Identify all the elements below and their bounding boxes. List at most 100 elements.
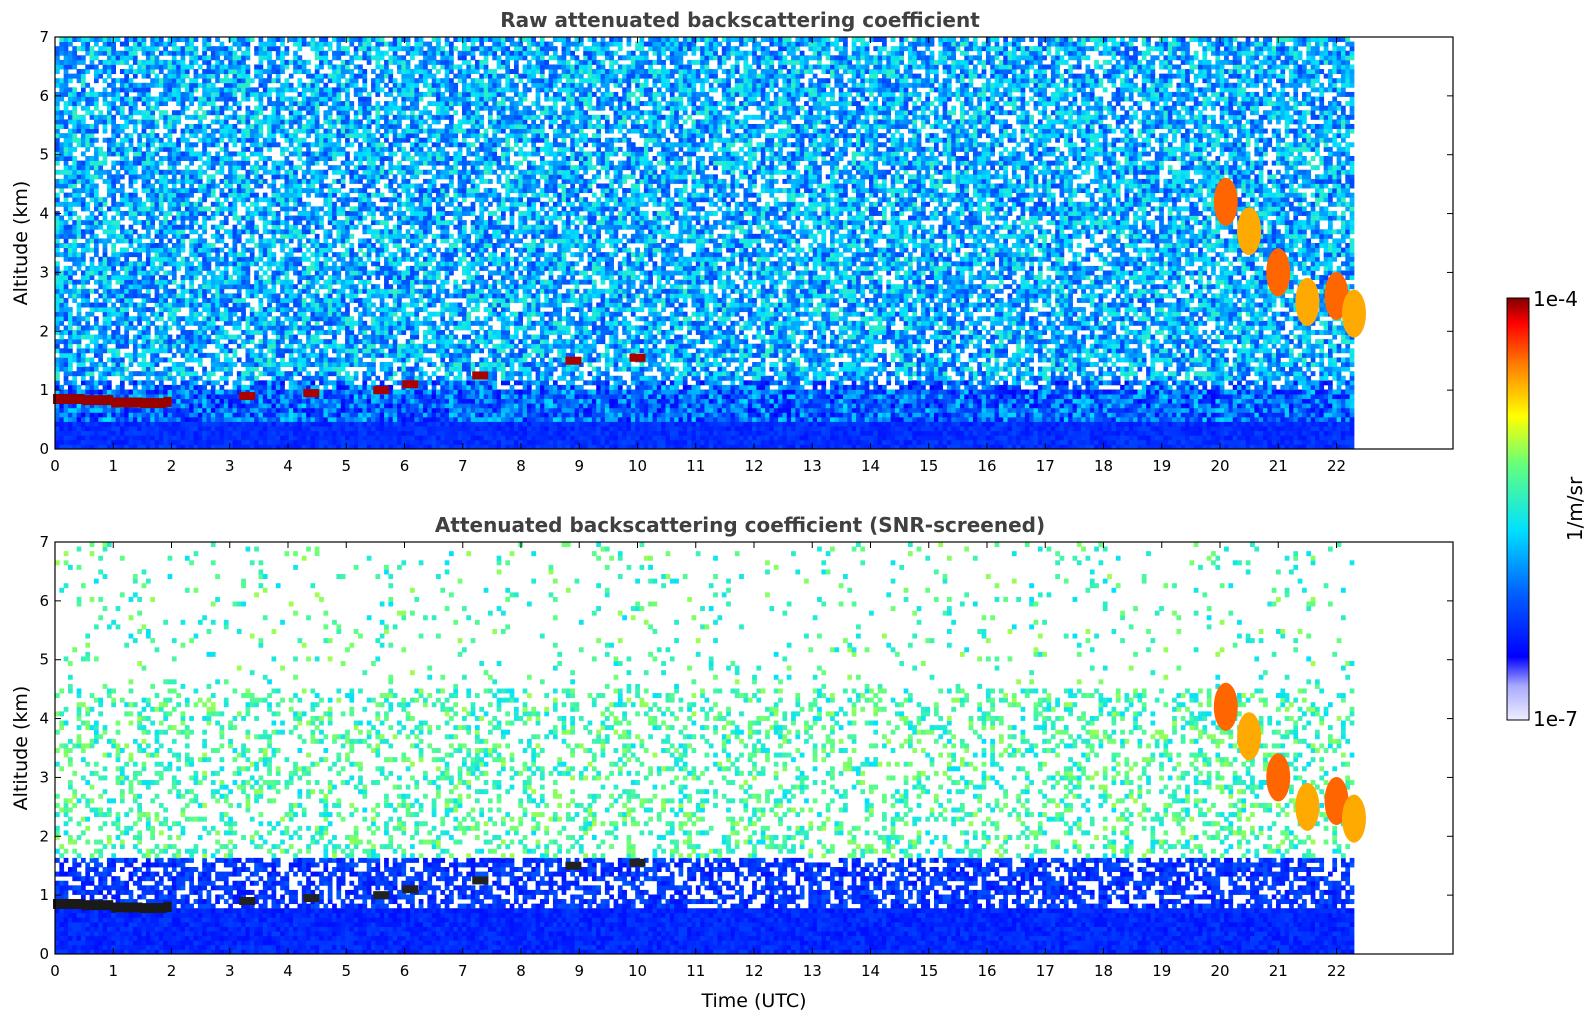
- heatmap-cell: [198, 129, 203, 134]
- heatmap-cell: [189, 422, 194, 427]
- heatmap-cell: [72, 339, 77, 344]
- heatmap-cell: [246, 161, 251, 166]
- heatmap-cell: [233, 225, 238, 230]
- heatmap-cell: [159, 238, 164, 243]
- heatmap-cell: [215, 426, 220, 431]
- heatmap-cell: [59, 119, 64, 124]
- heatmap-cell: [59, 252, 64, 257]
- heatmap-cell: [185, 69, 190, 74]
- heatmap-cell: [354, 394, 359, 399]
- heatmap-cell: [81, 133, 86, 138]
- heatmap-cell: [168, 229, 173, 234]
- heatmap-cell: [198, 138, 203, 143]
- heatmap-cell: [332, 133, 337, 138]
- heatmap-cell: [332, 422, 337, 427]
- heatmap-cell: [280, 289, 285, 294]
- heatmap-cell: [228, 151, 233, 156]
- heatmap-cell: [129, 64, 134, 69]
- heatmap-cell: [202, 248, 207, 253]
- heatmap-cell: [263, 78, 268, 83]
- heatmap-cell: [289, 257, 294, 262]
- heatmap-cell: [272, 234, 277, 239]
- heatmap-cell: [55, 298, 60, 303]
- heatmap-cell: [72, 353, 77, 358]
- heatmap-cell: [280, 119, 285, 124]
- heatmap-cell: [211, 403, 216, 408]
- heatmap-cell: [55, 435, 60, 440]
- heatmap-cell: [280, 183, 285, 188]
- heatmap-cell: [64, 225, 69, 230]
- heatmap-cell: [142, 335, 147, 340]
- heatmap-cell: [349, 348, 354, 353]
- heatmap-cell: [198, 115, 203, 120]
- heatmap-cell: [159, 380, 164, 385]
- heatmap-cell: [211, 303, 216, 308]
- heatmap-cell: [228, 161, 233, 166]
- heatmap-cell: [276, 193, 281, 198]
- heatmap-cell: [172, 303, 177, 308]
- heatmap-cell: [302, 367, 307, 372]
- heatmap-cell: [120, 110, 125, 115]
- heatmap-cell: [306, 229, 311, 234]
- heatmap-cell: [237, 165, 242, 170]
- heatmap-cell: [72, 280, 77, 285]
- heatmap-cell: [211, 97, 216, 102]
- heatmap-cell: [267, 280, 272, 285]
- heatmap-cell: [185, 170, 190, 175]
- heatmap-cell: [332, 55, 337, 60]
- heatmap-cell: [259, 42, 264, 47]
- heatmap-cell: [176, 147, 181, 152]
- heatmap-cell: [241, 87, 246, 92]
- heatmap-cell: [267, 142, 272, 147]
- heatmap-cell: [336, 371, 341, 376]
- heatmap-cell: [297, 399, 302, 404]
- heatmap-cell: [267, 412, 272, 417]
- heatmap-cell: [120, 307, 125, 312]
- heatmap-cell: [59, 243, 64, 248]
- heatmap-cell: [246, 316, 251, 321]
- heatmap-cell: [276, 87, 281, 92]
- heatmap-cell: [202, 293, 207, 298]
- heatmap-cell: [163, 270, 168, 275]
- heatmap-cell: [90, 339, 95, 344]
- heatmap-cell: [276, 293, 281, 298]
- heatmap-cell: [150, 69, 155, 74]
- heatmap-cell: [137, 284, 142, 289]
- heatmap-cell: [202, 307, 207, 312]
- heatmap-cell: [332, 220, 337, 225]
- heatmap-cell: [64, 270, 69, 275]
- heatmap-cell: [176, 87, 181, 92]
- heatmap-cell: [228, 179, 233, 184]
- heatmap-cell: [207, 435, 212, 440]
- heatmap-cell: [185, 412, 190, 417]
- heatmap-cell: [276, 197, 281, 202]
- heatmap-cell: [116, 129, 121, 134]
- heatmap-cell: [328, 312, 333, 317]
- heatmap-cell: [328, 431, 333, 436]
- heatmap-cell: [85, 440, 90, 445]
- heatmap-cell: [103, 69, 108, 74]
- heatmap-cell: [233, 101, 238, 106]
- heatmap-cell: [250, 307, 255, 312]
- heatmap-cell: [64, 357, 69, 362]
- heatmap-cell: [250, 202, 255, 207]
- heatmap-cell: [211, 55, 216, 60]
- heatmap-cell: [293, 394, 298, 399]
- heatmap-cell: [207, 394, 212, 399]
- heatmap-cell: [310, 335, 315, 340]
- heatmap-cell: [64, 69, 69, 74]
- heatmap-cell: [64, 202, 69, 207]
- heatmap-cell: [120, 335, 125, 340]
- heatmap-cell: [116, 60, 121, 65]
- heatmap-cell: [358, 417, 363, 422]
- heatmap-cell: [358, 151, 363, 156]
- heatmap-cell: [215, 289, 220, 294]
- heatmap-cell: [55, 161, 60, 166]
- heatmap-cell: [202, 371, 207, 376]
- heatmap-cell: [246, 353, 251, 358]
- heatmap-cell: [198, 261, 203, 266]
- heatmap-cell: [159, 220, 164, 225]
- heatmap-cell: [202, 289, 207, 294]
- heatmap-cell: [77, 289, 82, 294]
- heatmap-cell: [77, 202, 82, 207]
